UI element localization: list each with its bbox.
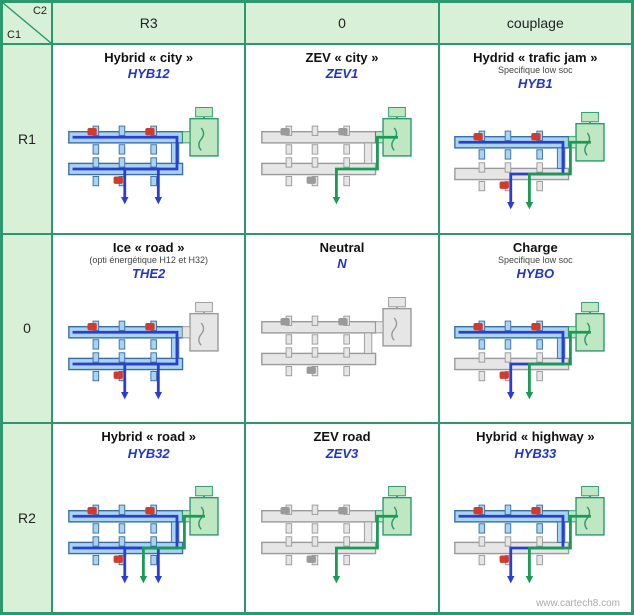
cell-title: Hydrid « trafic jam » <box>473 51 597 65</box>
cell-title: ZEV road <box>313 430 370 444</box>
mode-cell: ZEV road ZEV3 <box>245 423 438 613</box>
cell-title: Neutral <box>320 241 365 255</box>
cell-code: ZEV1 <box>326 66 359 81</box>
cell-code: HYB33 <box>514 446 556 461</box>
col-header: couplage <box>439 2 632 44</box>
row-header: R1 <box>2 44 52 234</box>
cell-code: HYB1 <box>518 76 553 91</box>
gearbox-diagram <box>57 81 240 228</box>
row-header: R2 <box>2 423 52 613</box>
cell-title: Hybrid « city » <box>104 51 193 65</box>
cell-title: Charge <box>513 241 558 255</box>
cell-code: THE2 <box>132 266 165 281</box>
cell-code: ZEV3 <box>326 446 359 461</box>
cell-title: Ice « road » <box>113 241 185 255</box>
col-header: R3 <box>52 2 245 44</box>
gearbox-diagram <box>250 271 433 418</box>
corner-cell: C2 C1 <box>2 2 52 44</box>
row-header: 0 <box>2 234 52 424</box>
mode-cell: Neutral N <box>245 234 438 424</box>
cell-title: ZEV « city » <box>306 51 379 65</box>
gearbox-diagram <box>444 91 627 228</box>
cell-subtitle: Specifique low soc <box>498 65 573 75</box>
watermark-text: www.cartech8.com <box>536 598 620 609</box>
gearbox-diagram <box>57 461 240 608</box>
cell-code: HYB12 <box>128 66 170 81</box>
cell-code: N <box>337 256 346 271</box>
mode-cell: Charge Specifique low soc HYBO <box>439 234 632 424</box>
gearbox-diagram <box>250 461 433 608</box>
mode-cell: Hydrid « trafic jam » Specifique low soc… <box>439 44 632 234</box>
mode-cell: ZEV « city » ZEV1 <box>245 44 438 234</box>
axis-c1-label: C1 <box>7 29 21 41</box>
mode-cell: Hybrid « city » HYB12 <box>52 44 245 234</box>
cell-subtitle: (opti énergétique H12 et H32) <box>89 255 208 265</box>
cell-code: HYB32 <box>128 446 170 461</box>
gearbox-diagram <box>444 281 627 418</box>
col-header: 0 <box>245 2 438 44</box>
gearbox-diagram <box>57 281 240 418</box>
cell-subtitle: Specifique low soc <box>498 255 573 265</box>
mode-cell: Ice « road » (opti énergétique H12 et H3… <box>52 234 245 424</box>
gearbox-diagram <box>444 461 627 608</box>
gearbox-diagram <box>250 81 433 228</box>
axis-c2-label: C2 <box>33 5 47 17</box>
mode-cell: Hybrid « road » HYB32 <box>52 423 245 613</box>
cell-title: Hybrid « highway » <box>476 430 594 444</box>
cell-title: Hybrid « road » <box>101 430 196 444</box>
cell-code: HYBO <box>517 266 555 281</box>
mode-cell: Hybrid « highway » HYB33 <box>439 423 632 613</box>
